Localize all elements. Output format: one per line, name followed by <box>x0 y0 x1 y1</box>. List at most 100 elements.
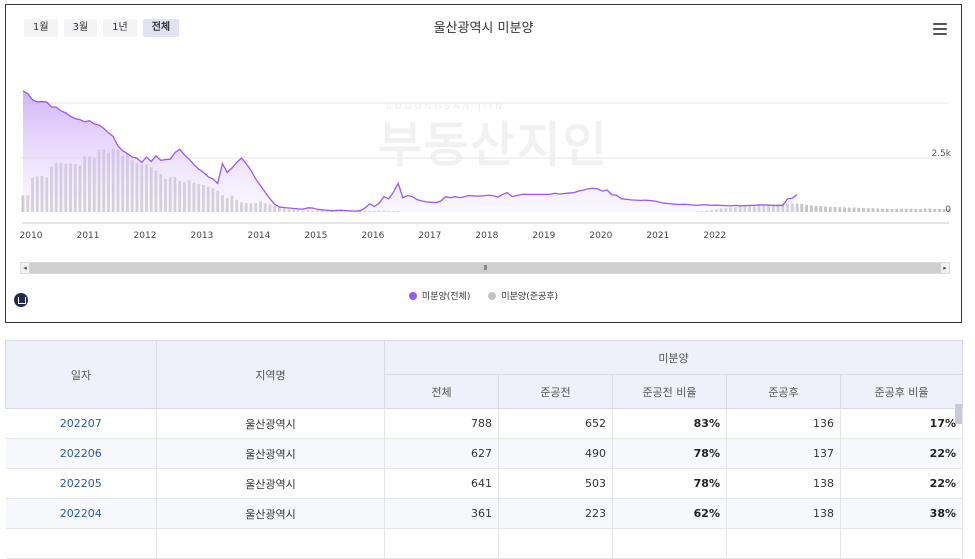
chart-legend: 미분양(전체) 미분양(준공후) <box>6 289 961 302</box>
table-row[interactable]: 202207 울산광역시 788 652 83% 136 17% <box>6 409 963 439</box>
chart-scrollbar[interactable]: ◂ III ▸ <box>20 262 950 274</box>
x-tick-label: 2018 <box>475 231 498 241</box>
header-region[interactable]: 지역명 <box>157 341 385 409</box>
cell-date: 202205 <box>6 469 157 499</box>
cell-after-pct: 22% <box>841 469 963 499</box>
bar-after <box>862 208 865 212</box>
cell-total: 788 <box>385 409 499 439</box>
cell-after-pct: 38% <box>841 499 963 529</box>
table-row[interactable]: 202204 울산광역시 361 223 62% 138 38% <box>6 499 963 529</box>
cell-before: 223 <box>499 499 613 529</box>
x-tick-label: 2015 <box>304 231 327 241</box>
cell-before-pct: 78% <box>613 469 727 499</box>
bar-after <box>929 208 932 212</box>
cell-before: 503 <box>499 469 613 499</box>
cell-after: 136 <box>727 409 841 439</box>
x-tick-label: 2011 <box>77 231 100 241</box>
bar-after <box>914 209 917 212</box>
bar-after <box>938 209 941 212</box>
header-total[interactable]: 전체 <box>385 375 499 409</box>
cell-before-pct: 62% <box>613 499 727 529</box>
table-row[interactable]: 202206 울산광역시 627 490 78% 137 22% <box>6 439 963 469</box>
legend-label: 미분양(전체) <box>422 289 470 302</box>
x-tick-label: 2019 <box>532 231 555 241</box>
header-date[interactable]: 일자 <box>6 341 157 409</box>
bar-after <box>891 209 894 212</box>
bar-after <box>919 209 922 212</box>
legend-dot-icon <box>409 292 417 300</box>
bar-after <box>829 207 832 212</box>
header-group-unsold: 미분양 <box>385 341 963 375</box>
cell-region: 울산광역시 <box>157 439 385 469</box>
legend-item-after[interactable]: 미분양(준공후) <box>488 289 558 302</box>
bar-after <box>886 209 889 212</box>
bar-after <box>895 209 898 212</box>
table-row[interactable] <box>6 529 963 559</box>
x-tick-label: 2012 <box>134 231 157 241</box>
scroll-left-icon[interactable]: ◂ <box>21 263 29 273</box>
scroll-right-icon[interactable]: ▸ <box>941 263 949 273</box>
cell-before-pct: 83% <box>613 409 727 439</box>
bar-after <box>843 207 846 212</box>
bar-after <box>824 207 827 213</box>
legend-label: 미분양(준공후) <box>501 289 558 302</box>
cell-before <box>499 529 613 559</box>
cell-total <box>385 529 499 559</box>
cell-after <box>727 529 841 559</box>
cell-before: 652 <box>499 409 613 439</box>
cell-after: 138 <box>727 469 841 499</box>
cell-before-pct: 78% <box>613 439 727 469</box>
bar-after <box>857 208 860 212</box>
bar-after <box>815 206 818 212</box>
cell-date: 202204 <box>6 499 157 529</box>
bar-after <box>819 206 822 212</box>
header-before-pct[interactable]: 준공전 비율 <box>613 375 727 409</box>
cell-region: 울산광역시 <box>157 409 385 439</box>
chart-container: 1월 3월 1년 전체 울산광역시 미분양 BUDONGSAN JIIN 부동산… <box>5 4 962 323</box>
series-total-area <box>23 91 797 212</box>
y-tick-label: 2.5k <box>931 149 951 159</box>
bar-after <box>872 208 875 212</box>
bar-after <box>800 204 803 212</box>
cell-after: 137 <box>727 439 841 469</box>
bar-after <box>805 205 808 212</box>
cell-date: 202207 <box>6 409 157 439</box>
cell-after: 138 <box>727 499 841 529</box>
legend-dot-icon <box>488 292 496 300</box>
header-before[interactable]: 준공전 <box>499 375 613 409</box>
x-tick-label: 2014 <box>247 231 270 241</box>
bar-after <box>853 208 856 212</box>
table-row[interactable]: 202205 울산광역시 641 503 78% 138 22% <box>6 469 963 499</box>
home-logo-icon[interactable] <box>14 293 28 307</box>
bar-after <box>933 209 936 212</box>
bar-after <box>838 207 841 212</box>
cell-after-pct <box>841 529 963 559</box>
x-tick-label: 2016 <box>361 231 384 241</box>
x-tick-label: 2010 <box>20 231 43 241</box>
bar-after <box>848 208 851 212</box>
cell-before-pct <box>613 529 727 559</box>
table-scrollbar[interactable] <box>955 404 962 424</box>
x-tick-label: 2017 <box>418 231 441 241</box>
cell-date <box>6 529 157 559</box>
data-table: 일자 지역명 미분양 전체 준공전 준공전 비율 준공후 준공후 비율 2022… <box>5 340 963 559</box>
cell-total: 361 <box>385 499 499 529</box>
bar-after <box>876 208 879 212</box>
bar-after <box>910 209 913 212</box>
bar-after <box>924 209 927 212</box>
legend-item-total[interactable]: 미분양(전체) <box>409 289 470 302</box>
cell-total: 641 <box>385 469 499 499</box>
cell-total: 627 <box>385 439 499 469</box>
cell-after-pct: 22% <box>841 439 963 469</box>
scroll-grip-icon: III <box>483 264 486 272</box>
cell-date: 202206 <box>6 439 157 469</box>
bar-after <box>881 209 884 212</box>
bar-after <box>905 209 908 212</box>
header-after-pct[interactable]: 준공후 비율 <box>841 375 963 409</box>
header-after[interactable]: 준공후 <box>727 375 841 409</box>
scroll-thumb[interactable]: III <box>29 263 941 273</box>
x-tick-label: 2021 <box>646 231 669 241</box>
y-tick-label: 0 <box>945 205 951 215</box>
